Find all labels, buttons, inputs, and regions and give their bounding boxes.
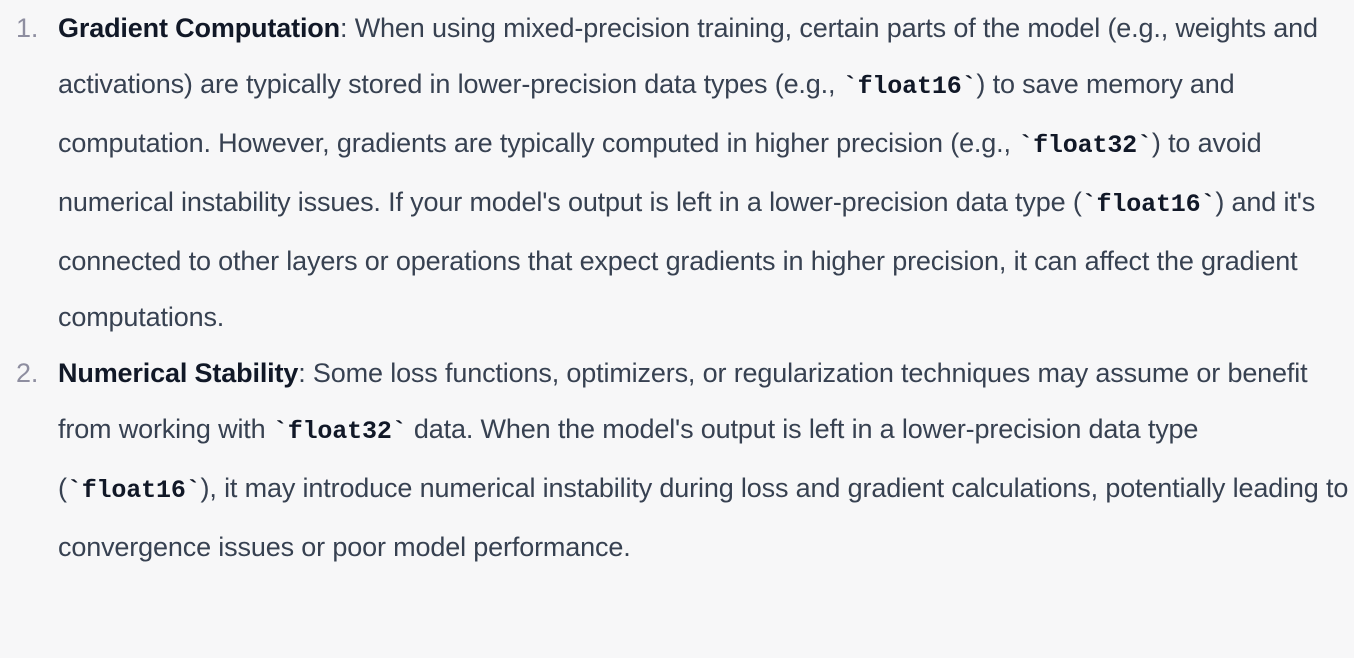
paragraph-text: : Some loss functions, optimizers, or re… [58,358,1308,444]
backtick: ` [272,417,288,446]
paragraph-text: : When using mixed-precision training, c… [58,13,1318,99]
inline-code: float32 [1033,131,1138,160]
list-number: 2. [16,358,39,388]
paragraph-text: data. When the model's output is left in… [58,414,1199,503]
paragraph-text: ), it may introduce numerical instabilit… [58,473,1349,562]
list-number: 1. [16,13,39,43]
inline-code: float32 [287,417,392,446]
list-item-gradient-computation: 1. Gradient Computation: When using mixe… [16,13,1318,332]
backtick: ` [1137,131,1152,160]
inline-code: float16 [857,72,962,101]
term-heading: Numerical Stability [58,358,299,388]
backtick: ` [66,476,82,505]
backtick: ` [391,417,407,446]
backtick: ` [1018,131,1034,160]
backtick: ` [842,72,858,101]
backtick: ` [1081,190,1097,219]
inline-code: float16 [1096,190,1201,219]
inline-code: float16 [81,476,186,505]
paragraph-text: ) and it's connected to other layers or … [58,187,1316,332]
term-heading: Gradient Computation [58,13,340,43]
paragraph-text: ) to avoid numerical instability issues.… [58,128,1262,217]
backtick: ` [185,476,201,505]
backtick: ` [961,72,977,101]
ordered-list: 1. Gradient Computation: When using mixe… [0,13,1354,575]
list-item-numerical-stability: 2. Numerical Stability: Some loss functi… [0,345,1354,575]
paragraph-text: ) to save memory and computation. Howeve… [58,69,1235,158]
backtick: ` [1200,190,1216,219]
